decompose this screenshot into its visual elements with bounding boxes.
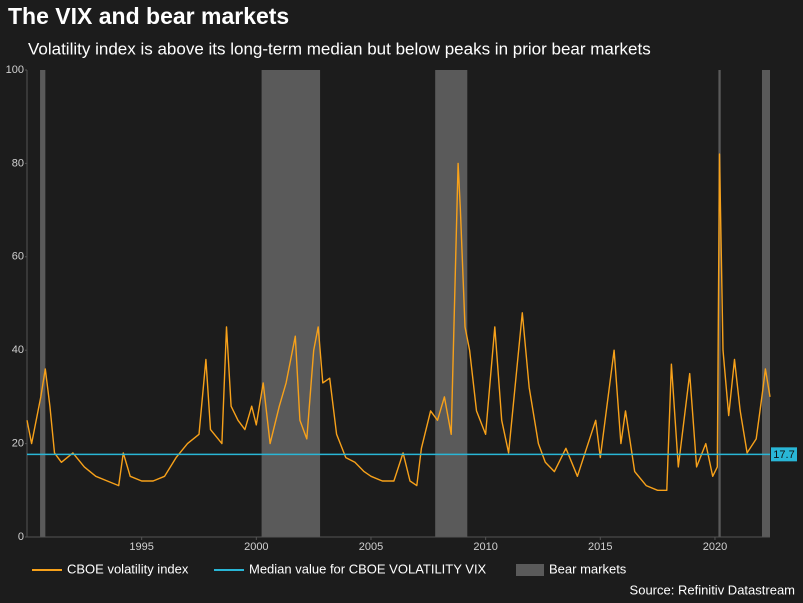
y-tick-label: 40 xyxy=(12,344,24,356)
x-tick-label: 2005 xyxy=(359,541,383,553)
y-tick-label: 0 xyxy=(18,531,24,543)
bear-market xyxy=(718,70,721,537)
x-tick-label: 1995 xyxy=(129,541,153,553)
legend-label: Bear markets xyxy=(549,561,627,576)
y-tick-label: 20 xyxy=(12,438,24,450)
legend-label: Median value for CBOE VOLATILITY VIX xyxy=(249,561,487,576)
chart-title: The VIX and bear markets xyxy=(8,3,289,29)
source: Source: Refinitiv Datastream xyxy=(630,582,795,597)
x-tick-label: 2010 xyxy=(473,541,497,553)
legend-swatch xyxy=(516,564,544,576)
bear-market xyxy=(40,70,46,537)
median-label: 17.7 xyxy=(773,449,794,461)
vix-line xyxy=(26,153,771,491)
legend-label: CBOE volatility index xyxy=(67,561,189,576)
bear-market xyxy=(261,70,321,537)
x-tick-label: 2000 xyxy=(244,541,268,553)
bear-market xyxy=(435,70,468,537)
y-tick-label: 100 xyxy=(6,64,24,76)
y-tick-label: 80 xyxy=(12,157,24,169)
median-label-box xyxy=(771,447,797,462)
chart-subtitle: Volatility index is above its long-term … xyxy=(28,39,651,58)
x-tick-label: 2015 xyxy=(588,541,612,553)
y-tick-label: 60 xyxy=(12,251,24,263)
x-tick-label: 2020 xyxy=(703,541,727,553)
bear-market xyxy=(761,70,770,537)
